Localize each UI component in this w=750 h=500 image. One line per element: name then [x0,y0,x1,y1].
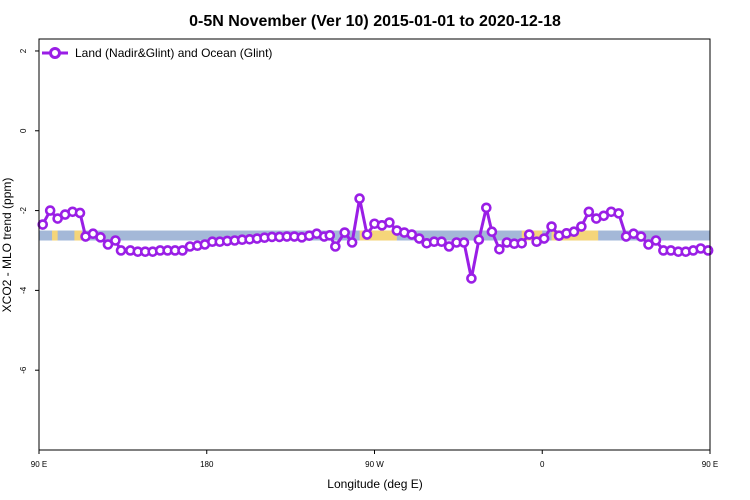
y-tick-label: 2 [19,48,28,53]
land-segment [359,230,397,241]
data-point [324,230,336,241]
data-point [361,229,373,240]
data-point [330,241,341,252]
data-point [494,243,505,255]
x-tick-label: 0 [540,460,545,469]
y-tick-label: -4 [19,286,28,294]
data-point [613,208,624,219]
data-point [576,221,587,232]
data-point [702,245,714,256]
y-tick-label: 0 [19,128,28,133]
legend-marker [49,47,61,59]
land-segment [52,230,58,241]
x-axis-label: Longitude (deg E) [327,477,422,491]
data-point [635,231,647,242]
x-tick-label: 90 W [365,460,384,469]
data-point [458,237,470,248]
data-point [346,237,358,248]
data-point [115,245,127,256]
series-layer [37,193,714,284]
data-point [583,206,595,218]
data-point [650,235,662,246]
plot-frame [38,38,711,451]
data-point [516,238,528,249]
legend: Land (Nadir&Glint) and Ocean (Glint) [42,46,272,60]
legend-label: Land (Nadir&Glint) and Ocean (Glint) [75,46,272,60]
data-point [436,236,447,248]
data-point [413,233,425,244]
data-point [44,205,56,216]
data-point [74,207,86,219]
y-tick-label: -6 [19,366,28,374]
data-point [523,229,535,240]
data-point [37,219,49,230]
data-point [546,221,557,232]
data-point [110,235,121,246]
y-axis-label: XCO2 - MLO trend (ppm) [0,178,14,313]
chart-title: 0-5N November (Ver 10) 2015-01-01 to 202… [189,13,561,30]
data-point [538,233,550,244]
data-point [466,273,477,284]
data-point [384,217,395,228]
axis-ticks: 90 E 180 90 W 0 90 E 2 0 -2 -4 -6 [19,48,718,469]
data-point [95,232,106,243]
data-point [568,226,580,238]
data-point [473,234,485,246]
data-point [354,193,365,204]
x-tick-label: 180 [200,460,214,469]
land-segment [74,230,82,241]
x-tick-label: 90 E [31,460,47,469]
data-point [486,226,498,238]
data-point [481,202,492,214]
data-point [339,227,350,238]
y-tick-label: -2 [19,206,28,214]
x-tick-label: 90 E [702,460,718,469]
